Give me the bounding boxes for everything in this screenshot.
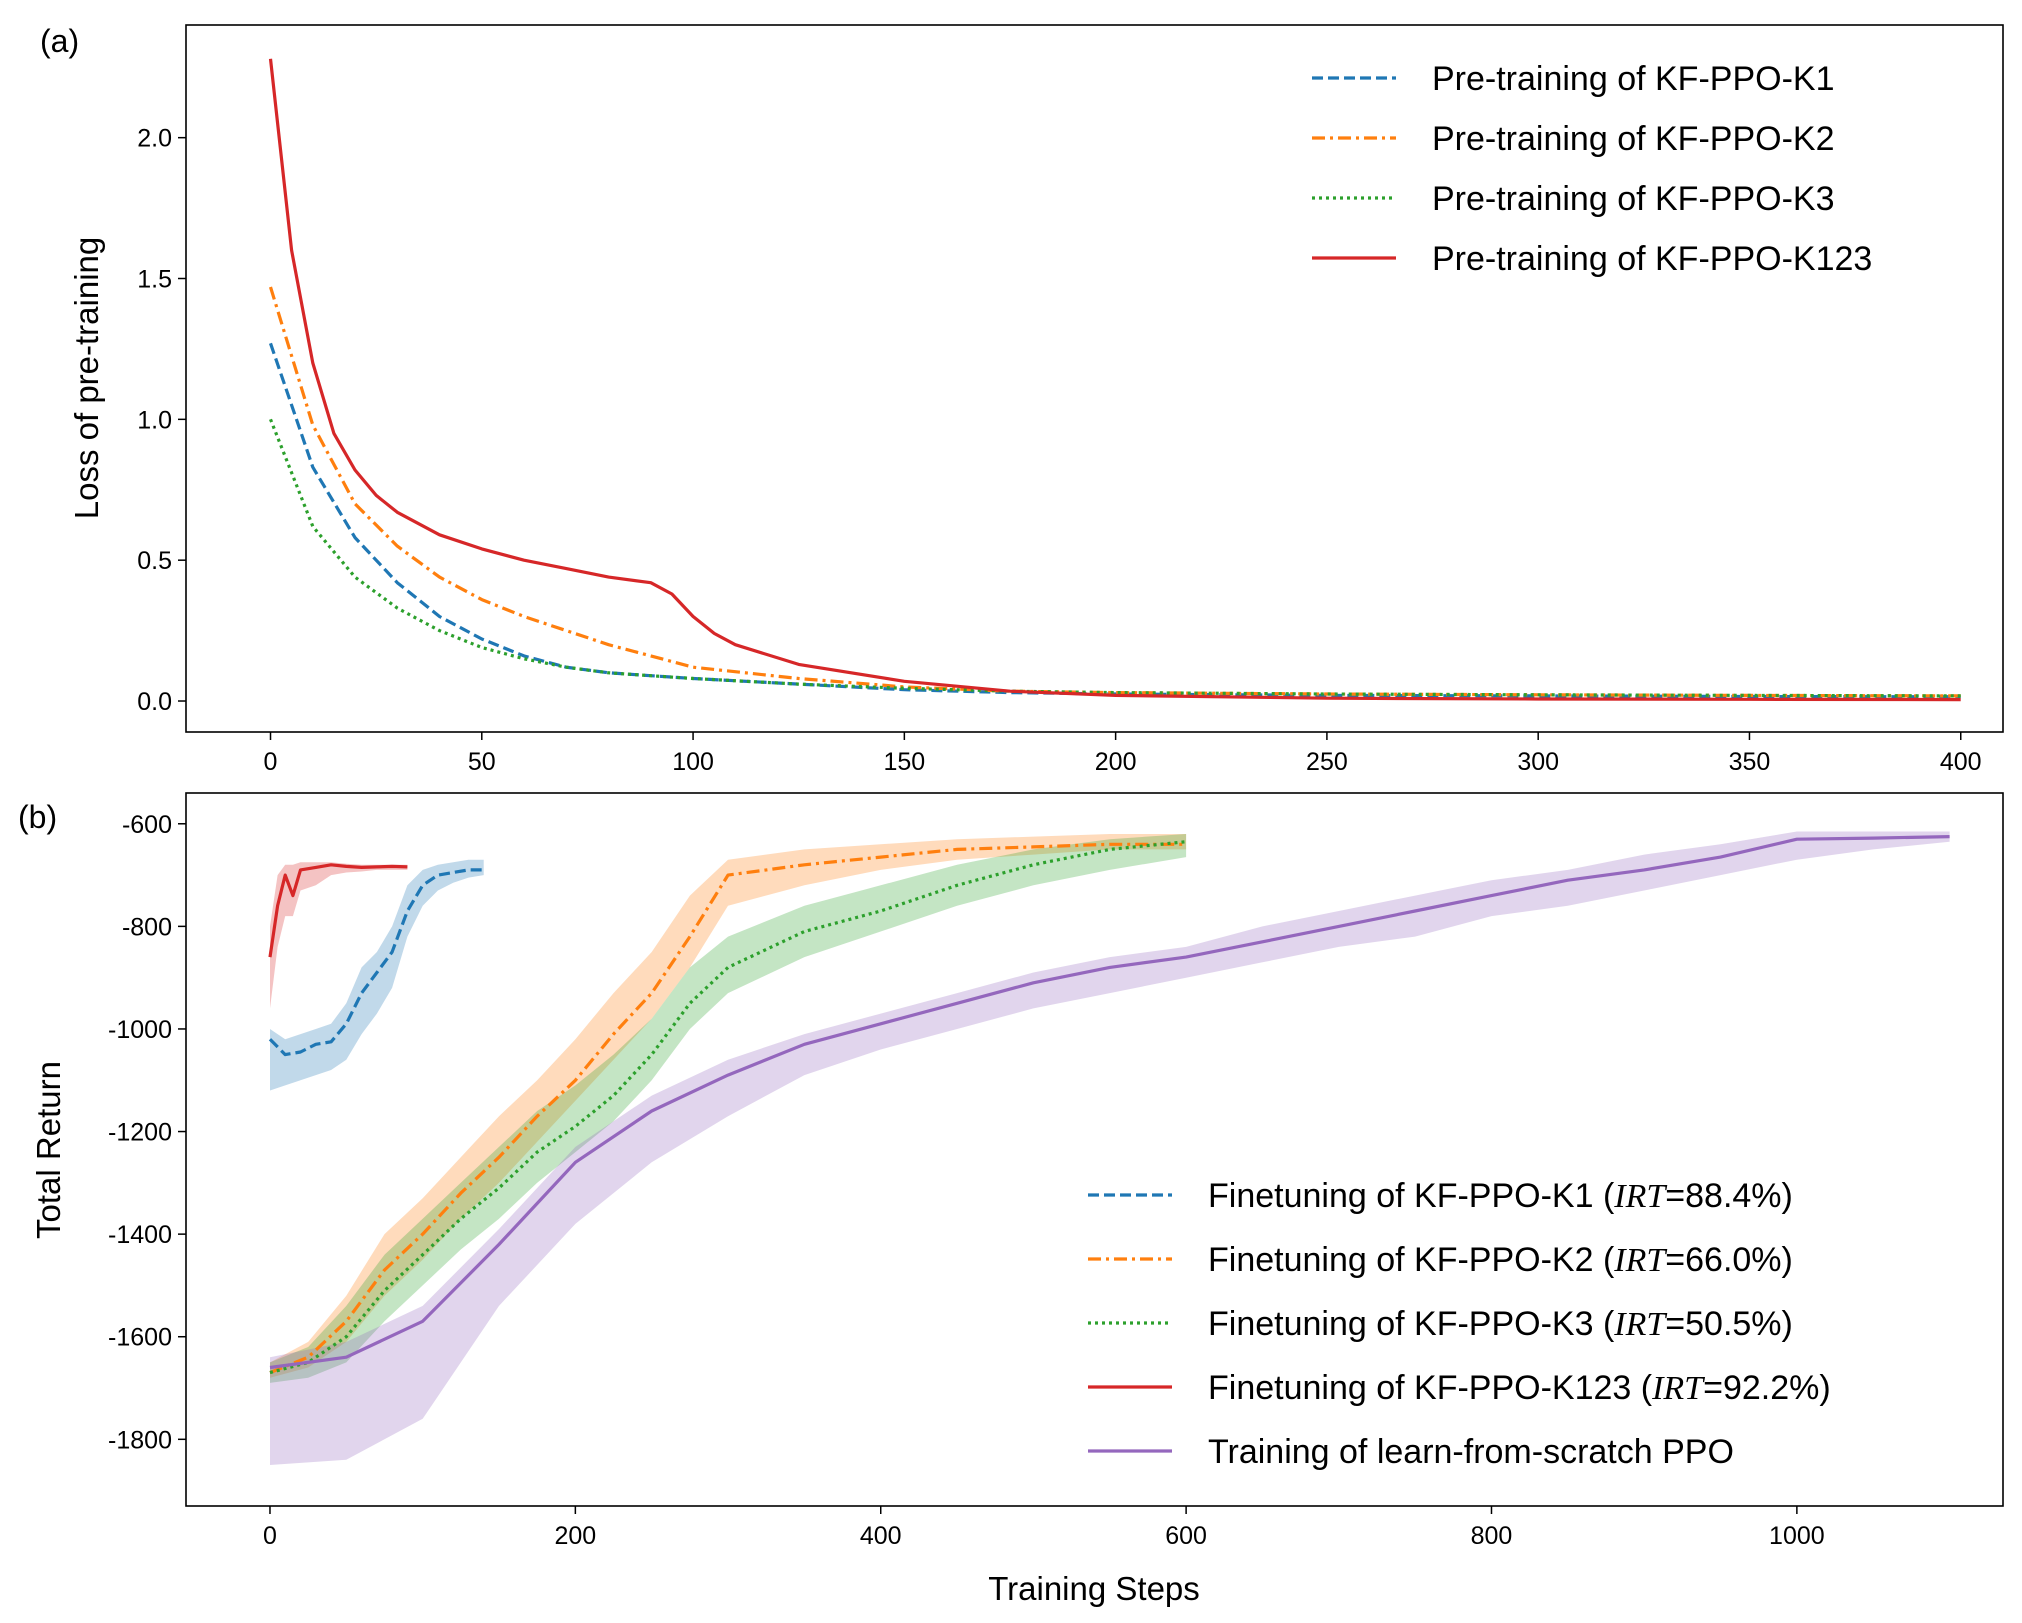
series-band-1-4 [270,831,1950,1465]
series-line-0-0 [268,342,1961,699]
y-tick-label-1-0: -600 [122,811,172,839]
x-tick-label-0-1: 50 [468,748,496,776]
series-band-1-2 [270,834,1187,1383]
legend-label-0-1: Pre-training of KF-PPO-K2 [1432,120,1834,158]
y-tick-label-1-3: -1200 [108,1119,172,1147]
plot-frame-b [185,792,2004,1507]
panel-a: 0 50 100 150 200 250 300 350 4000.00.51.01.52.0 … [40,23,2004,776]
x-tick-label-0-3: 150 [883,748,925,776]
panel-b: 0 200 400 600 800 1000 -600 -800 -1000 -1200 -1400… [18,792,2004,1607]
y-tick-label-0-2: 1.0 [137,406,172,434]
legend-label-1-0: Finetuning of KF-PPO-K1 (IRT=88.4%) [1208,1177,1793,1215]
y-tick-label-1-6: -1800 [108,1426,172,1454]
y-tick-label-1-2: -1000 [108,1016,172,1044]
y-tick-label-0-0: 0.0 [137,688,172,716]
series-line-0-2 [269,418,1961,698]
y-axis-label-b: Total Return [30,1061,67,1239]
legend-a: Pre-training of KF-PPO-K1 Pre-training of… [1312,60,1872,278]
x-tick-label-0-0: 0 [264,748,278,776]
legend-label-1-3: Finetuning of KF-PPO-K123 (IRT=92.2%) [1208,1369,1831,1407]
y-axis-label-a: Loss of pre-training [68,237,105,519]
lines-b [268,835,1950,1375]
lines-a [268,58,1961,702]
x-tick-label-1-1: 200 [554,1522,596,1550]
series-line-1-1 [269,842,1187,1375]
y-tick-label-0-3: 1.5 [137,266,172,294]
series-line-1-4 [269,835,1950,1370]
legend-b: Finetuning of KF-PPO-K1 (IRT=88.4%) Finet… [1088,1177,1831,1471]
y-tick-label-0-4: 2.0 [137,125,172,153]
x-axis-label-b: Training Steps [988,1570,1200,1607]
y-tick-label-1-5: -1600 [108,1324,172,1352]
x-tick-label-1-0: 0 [263,1522,277,1550]
legend-label-1-2: Finetuning of KF-PPO-K3 (IRT=50.5%) [1208,1305,1793,1343]
y-tick-label-1-1: -800 [122,913,172,941]
x-tick-label-1-3: 600 [1165,1522,1207,1550]
x-tick-label-0-2: 100 [672,748,714,776]
x-tick-label-1-2: 400 [860,1522,902,1550]
series-line-1-2 [269,840,1187,1375]
x-tick-label-0-5: 250 [1306,748,1348,776]
x-tick-label-0-4: 200 [1095,748,1137,776]
series-line-1-0 [268,868,484,1057]
legend-label-1-4: Training of learn-from-scratch PPO [1208,1433,1734,1471]
x-tick-label-0-7: 350 [1729,748,1771,776]
y-tick-label-0-1: 0.5 [137,547,172,575]
legend-label-0-2: Pre-training of KF-PPO-K3 [1432,180,1834,218]
panel-label-b: (b) [18,799,57,835]
panel-label-a: (a) [40,23,79,59]
x-tick-label-0-6: 300 [1517,748,1559,776]
legend-label-0-0: Pre-training of KF-PPO-K1 [1432,60,1834,98]
x-tick-label-1-4: 800 [1471,1522,1513,1550]
series-line-0-3 [268,58,1961,702]
ticks-a: 0 50 100 150 200 250 300 350 400 0.0 0.5 1.0 1.5 2.0 [137,125,1981,776]
plot-frame-a [185,24,2004,733]
x-tick-label-0-8: 400 [1940,748,1982,776]
x-tick-label-1-5: 1000 [1769,1522,1825,1550]
legend-label-0-3: Pre-training of KF-PPO-K123 [1432,240,1872,278]
series-line-0-1 [268,286,1961,698]
series-line-1-3 [268,863,408,958]
ticks-b: 0 200 400 600 800 1000 -600 -800 -1000 -1200 -1400… [108,811,1825,1550]
legend-label-1-1: Finetuning of KF-PPO-K2 (IRT=66.0%) [1208,1241,1793,1279]
y-tick-label-1-4: -1400 [108,1221,172,1249]
